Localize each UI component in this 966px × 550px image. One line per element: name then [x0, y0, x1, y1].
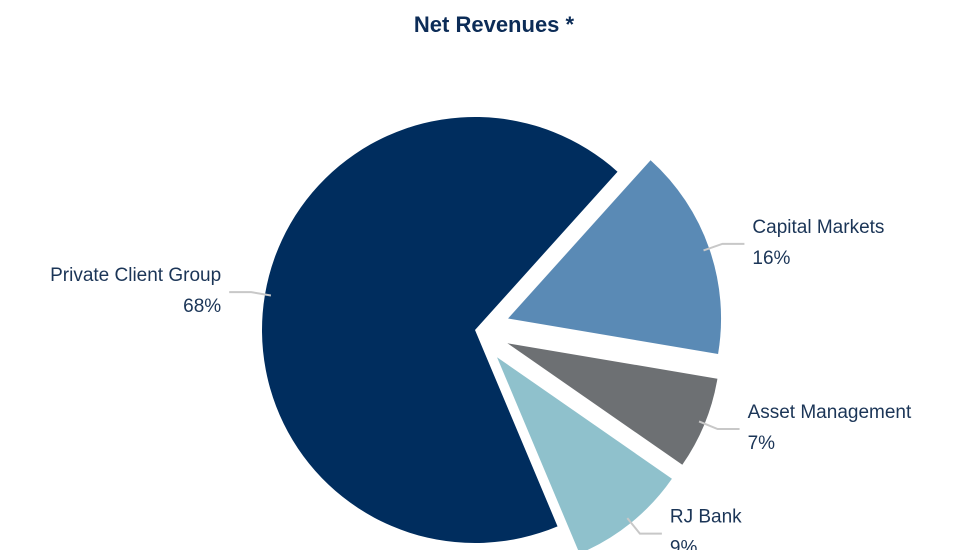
- pie-slice: [508, 160, 722, 355]
- slice-value-label: 9%: [670, 538, 698, 550]
- slice-value-label: 7%: [748, 433, 776, 454]
- slice-value-label: 68%: [183, 296, 221, 317]
- slice-label: Capital Markets: [752, 217, 884, 238]
- slice-label: Private Client Group: [50, 265, 221, 286]
- leader-line: [698, 420, 740, 430]
- pie-slice: [507, 343, 718, 465]
- slice-label: RJ Bank: [670, 507, 742, 528]
- leader-line: [703, 242, 745, 252]
- leader-line: [229, 291, 272, 297]
- chart-title: Net Revenues *: [414, 12, 575, 37]
- pie-slice: [262, 117, 618, 544]
- pie-slice: [497, 357, 672, 550]
- slice-label: Asset Management: [748, 402, 912, 423]
- leader-line: [626, 517, 662, 535]
- slice-value-label: 16%: [752, 248, 790, 269]
